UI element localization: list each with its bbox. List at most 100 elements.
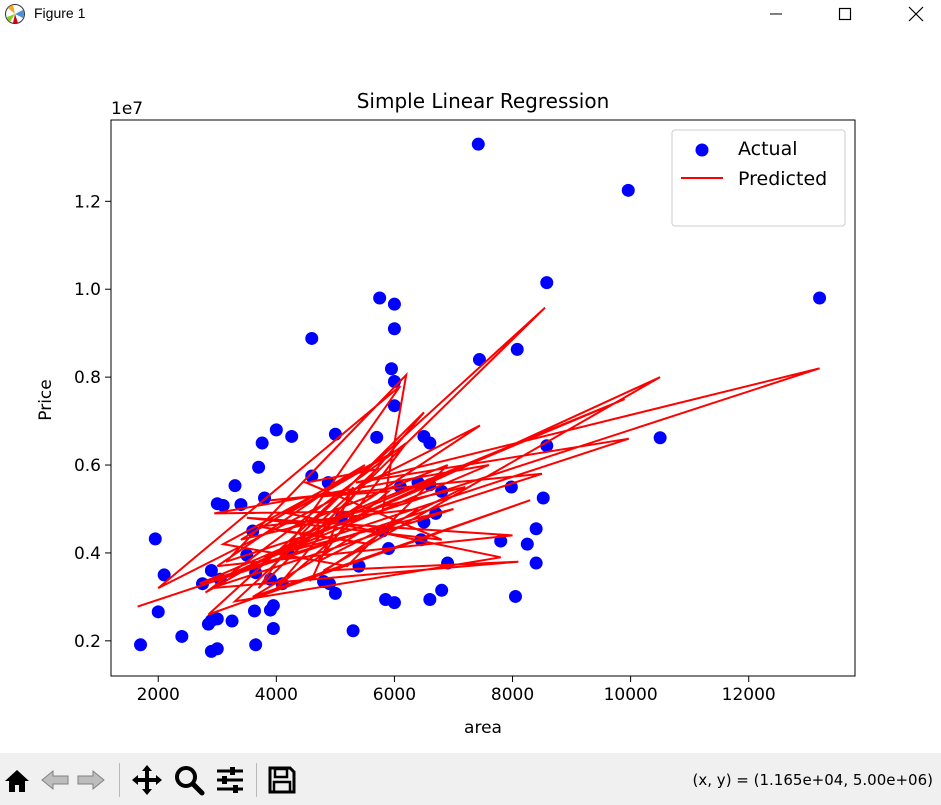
regression-chart: 2000 4000 6000 8000 10000 12000 0.2 0.4 0.6 0.8 1… [36, 89, 856, 738]
minimize-button[interactable] [753, 0, 799, 28]
actual-point [529, 556, 543, 570]
matplotlib-icon [5, 4, 25, 24]
legend-actual-label: Actual [738, 138, 798, 160]
x-axis: 2000 4000 6000 8000 10000 12000 [137, 676, 776, 705]
actual-point [204, 564, 218, 578]
toolbar-separator [256, 763, 257, 797]
y-tick-label: 1.0 [74, 280, 101, 300]
maximize-button[interactable] [822, 0, 868, 28]
x-tick-label: 4000 [255, 685, 298, 705]
x-axis-label: area [464, 718, 502, 738]
toolbar-separator [119, 763, 120, 797]
axes-frame [110, 119, 856, 677]
actual-point [175, 629, 189, 643]
forward-icon [77, 769, 105, 791]
legend-actual-marker [695, 143, 709, 157]
maximize-icon [838, 7, 852, 21]
home-button[interactable] [0, 763, 34, 797]
chart-title: Simple Linear Regression [357, 89, 610, 113]
actual-point [370, 430, 384, 444]
actual-point [373, 291, 387, 305]
actual-point [249, 638, 263, 652]
actual-point [529, 522, 543, 536]
actual-point [472, 353, 486, 367]
actual-point [151, 605, 165, 619]
x-tick-label: 8000 [491, 685, 534, 705]
minimize-icon [770, 13, 782, 15]
x-tick-label: 12000 [722, 685, 776, 705]
predicted-line [137, 306, 820, 616]
actual-point [471, 137, 485, 151]
y-axis: 0.2 0.4 0.6 0.8 1.0 1.2 [74, 192, 111, 652]
actual-point [263, 603, 277, 617]
legend: Actual Predicted [671, 129, 846, 227]
actual-point [269, 423, 283, 437]
legend-predicted-label: Predicted [738, 168, 827, 190]
save-icon [268, 766, 296, 794]
home-icon [5, 770, 29, 792]
navigation-toolbar: (x, y) = (1.165e+04, 5.00e+06) [0, 753, 941, 805]
actual-point [813, 291, 827, 305]
window-title: Figure 1 [34, 5, 86, 21]
actual-point [247, 604, 261, 618]
actual-point [225, 614, 239, 628]
actual-point [305, 469, 319, 483]
actual-point [204, 644, 218, 658]
actual-point [305, 331, 319, 345]
zoom-icon [175, 766, 205, 796]
actual-point [520, 537, 534, 551]
actual-point [508, 589, 522, 603]
back-icon [41, 769, 69, 791]
actual-point [157, 568, 171, 582]
actual-point [255, 436, 269, 450]
save-button[interactable] [265, 763, 299, 797]
forward-button[interactable] [74, 763, 108, 797]
zoom-button[interactable] [172, 763, 206, 797]
actual-point [134, 638, 148, 652]
y-tick-label: 0.2 [74, 632, 101, 652]
pan-button[interactable] [130, 763, 164, 797]
x-tick-label: 6000 [373, 685, 416, 705]
actual-point [328, 427, 342, 441]
actual-point [387, 399, 401, 413]
x-tick-label: 10000 [604, 685, 658, 705]
actual-point [653, 431, 667, 445]
figure-canvas[interactable]: 2000 4000 6000 8000 10000 12000 0.2 0.4 0.6 0.8 1… [0, 28, 941, 753]
actual-point [328, 586, 342, 600]
close-button[interactable] [893, 0, 939, 28]
back-button[interactable] [38, 763, 72, 797]
pan-icon [132, 765, 162, 795]
actual-point [148, 532, 162, 546]
actual-point [621, 183, 635, 197]
actual-point [346, 624, 360, 638]
configure-subplots-icon [217, 767, 243, 793]
window-titlebar: Figure 1 [0, 0, 941, 28]
y-offset-text: 1e7 [111, 99, 143, 119]
x-tick-label: 2000 [137, 685, 180, 705]
legend-box [671, 129, 846, 227]
close-icon [908, 6, 924, 22]
y-tick-label: 1.2 [74, 192, 101, 212]
configure-subplots-button[interactable] [213, 763, 247, 797]
actual-point [266, 622, 280, 636]
y-tick-label: 0.4 [74, 544, 101, 564]
actual-point [435, 583, 449, 597]
actual-point [387, 596, 401, 610]
actual-point [228, 479, 242, 493]
coordinate-readout: (x, y) = (1.165e+04, 5.00e+06) [692, 771, 933, 789]
actual-point [510, 342, 524, 356]
actual-point [540, 276, 554, 290]
actual-point [387, 297, 401, 311]
actual-point [423, 593, 437, 607]
actual-point [423, 436, 437, 450]
y-tick-label: 0.8 [74, 368, 101, 388]
actual-point [384, 362, 398, 376]
actual-point [540, 439, 554, 453]
predicted-line-path [137, 306, 820, 616]
actual-point [285, 429, 299, 443]
y-tick-label: 0.6 [74, 456, 101, 476]
actual-point [216, 498, 230, 512]
y-axis-label: Price [36, 379, 56, 420]
actual-point [201, 617, 215, 631]
actual-point [252, 460, 266, 474]
